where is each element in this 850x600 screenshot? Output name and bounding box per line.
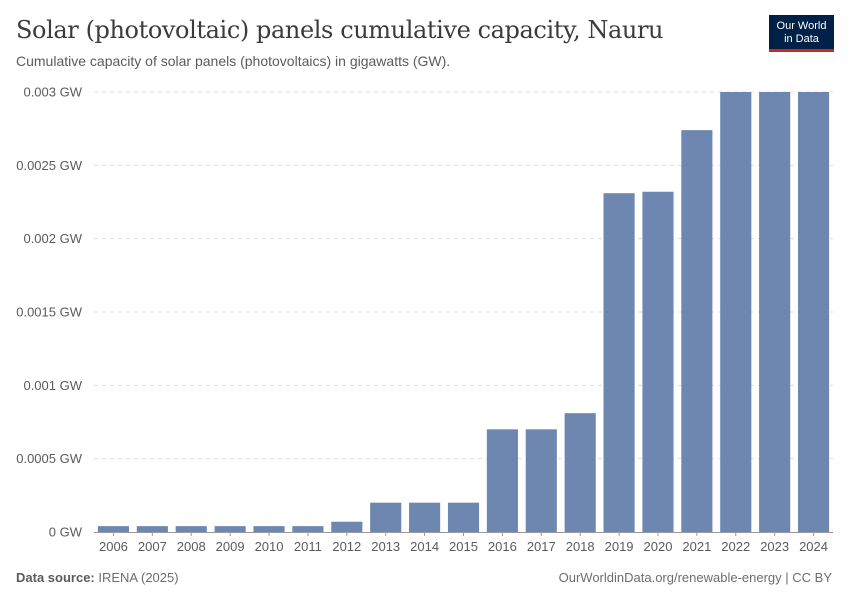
- bar[interactable]: [97, 526, 130, 532]
- bar[interactable]: [370, 502, 402, 532]
- y-tick-label: 0.0005 GW: [16, 451, 82, 466]
- x-tick-label: 2017: [527, 539, 556, 554]
- y-tick-label: 0.001 GW: [23, 378, 82, 393]
- gridlines: [94, 91, 833, 460]
- x-tick-label: 2015: [449, 539, 478, 554]
- bar[interactable]: [797, 92, 830, 532]
- x-tick-label: 2020: [644, 539, 673, 554]
- x-tick-label: 2022: [721, 539, 750, 554]
- y-tick-label: 0.002 GW: [23, 231, 82, 246]
- x-tick-label: 2016: [488, 539, 517, 554]
- x-tick-label: 2019: [605, 539, 634, 554]
- axes: 0 GW 0.0005 GW 0.001 GW 0.0015 GW 0.002 GW 0.…: [16, 85, 833, 554]
- x-tick-label: 2011: [294, 539, 322, 554]
- bar[interactable]: [253, 526, 285, 532]
- bar[interactable]: [331, 521, 363, 532]
- bar[interactable]: [409, 502, 441, 532]
- bar[interactable]: [486, 429, 518, 532]
- bar[interactable]: [525, 429, 557, 532]
- logo-line-1: Our World: [776, 20, 827, 32]
- y-tick-label: 0.0015 GW: [16, 305, 82, 320]
- bar[interactable]: [292, 526, 324, 532]
- bar[interactable]: [603, 193, 635, 532]
- y-tick-label: 0.0025 GW: [16, 158, 82, 173]
- x-tick-label: 2023: [760, 539, 789, 554]
- owid-logo[interactable]: Our World in Data: [769, 15, 834, 52]
- chart-subtitle: Cumulative capacity of solar panels (pho…: [16, 53, 451, 69]
- bar[interactable]: [214, 526, 246, 532]
- x-tick-label: 2009: [216, 539, 245, 554]
- y-tick-label: 0.003 GW: [23, 85, 82, 100]
- bar[interactable]: [681, 130, 713, 532]
- x-tick-label: 2013: [371, 539, 400, 554]
- bar[interactable]: [720, 92, 752, 532]
- bar[interactable]: [447, 502, 480, 532]
- x-tick-label: 2024: [799, 539, 828, 554]
- x-tick-label: 2006: [99, 539, 128, 554]
- data-source: Data source: IRENA (2025): [16, 570, 179, 585]
- x-tick-label: 2010: [255, 539, 284, 554]
- bar[interactable]: [642, 191, 674, 532]
- chart-title: Solar (photovoltaic) panels cumulative c…: [16, 16, 664, 44]
- bar[interactable]: [136, 526, 168, 532]
- bar[interactable]: [759, 92, 791, 532]
- x-tick-label: 2018: [566, 539, 595, 554]
- bar[interactable]: [564, 413, 596, 532]
- x-tick-label: 2008: [177, 539, 206, 554]
- y-tick-label: 0 GW: [49, 525, 83, 540]
- bars: [97, 92, 830, 532]
- footer-url-license[interactable]: OurWorldinData.org/renewable-energy | CC…: [558, 570, 832, 585]
- x-tick-label: 2021: [682, 539, 711, 554]
- x-tick-label: 2007: [138, 539, 167, 554]
- data-source-link[interactable]: IRENA (2025): [98, 570, 179, 585]
- x-tick-label: 2014: [410, 539, 439, 554]
- x-tick-label: 2012: [332, 539, 361, 554]
- data-source-label: Data source:: [16, 570, 95, 585]
- logo-line-2: in Data: [784, 33, 819, 45]
- bar[interactable]: [175, 526, 207, 532]
